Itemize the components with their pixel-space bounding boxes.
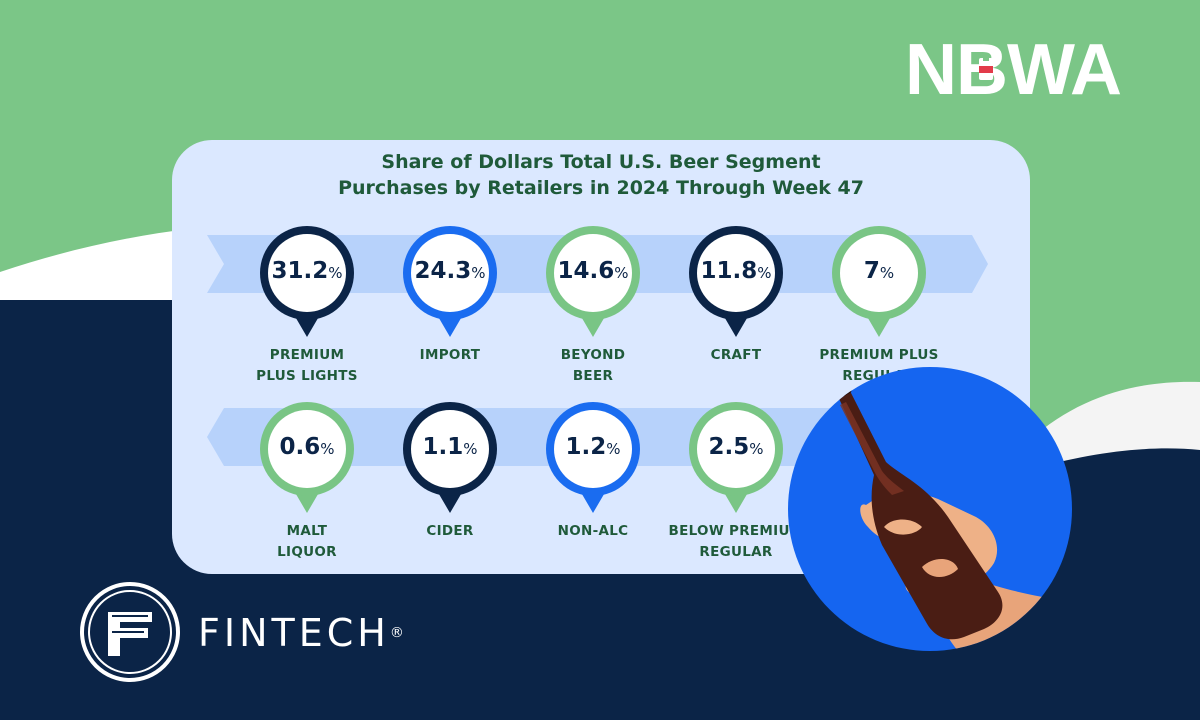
category-label-line2: PLUS LIGHTS: [256, 368, 358, 384]
chart-title-line1: Share of Dollars Total U.S. Beer Segment: [381, 151, 821, 173]
value-unit: %: [614, 264, 629, 282]
bottle-highlight: [840, 402, 904, 495]
data-marker-1-2: [546, 402, 640, 513]
category-label: BEYOND BEER: [518, 345, 668, 387]
chart-ribbons: [207, 226, 988, 513]
value-number: 14.6: [557, 258, 615, 284]
bottle-body: [836, 387, 1003, 640]
value-unit: %: [749, 440, 764, 458]
pin-face: [268, 234, 346, 312]
data-marker-0-1: [403, 226, 497, 337]
chart-title-line2: Purchases by Retailers in 2024 Through W…: [338, 177, 864, 199]
category-label: BELOW PREMIUM REGULAR: [661, 521, 811, 563]
beer-bottle-photo: [788, 367, 1072, 651]
category-label-line1: CIDER: [426, 523, 474, 539]
nbwa-logo-text: NBWA: [905, 30, 1122, 110]
chart-title: Share of Dollars Total U.S. Beer Segment…: [172, 149, 1030, 201]
data-marker-0-0: [260, 226, 354, 337]
value-number: 1.1: [422, 434, 464, 460]
pin-face: [411, 410, 489, 488]
category-label: CRAFT: [661, 345, 811, 366]
finger-shape: [922, 558, 958, 577]
pin-face: [697, 410, 775, 488]
value-number: 2.5: [708, 434, 750, 460]
value-unit: %: [879, 264, 895, 282]
category-label: IMPORT: [375, 345, 525, 366]
thumb-shape: [884, 519, 922, 535]
category-label-line1: PREMIUM: [269, 347, 345, 363]
category-label-line1: PREMIUM PLUS: [819, 347, 939, 363]
category-label: MALT LIQUOR: [232, 521, 382, 563]
data-marker-1-3: [689, 402, 783, 513]
value-label: 2.5%: [686, 434, 786, 460]
value-label: 1.2%: [543, 434, 643, 460]
data-marker-1-1: [403, 402, 497, 513]
value-number: 24.3: [414, 258, 472, 284]
category-label-line2: BEER: [572, 368, 614, 384]
data-marker-0-2: [546, 226, 640, 337]
pin-face: [697, 234, 775, 312]
bottle-cap: [828, 378, 852, 400]
category-label-line1: BELOW PREMIUM: [668, 523, 804, 539]
value-label: 1.1%: [400, 434, 500, 460]
pin-face: [554, 410, 632, 488]
data-marker-0-3: [689, 226, 783, 337]
value-label: 0.6%: [257, 434, 357, 460]
data-marker-1-0: [260, 402, 354, 513]
value-unit: %: [320, 440, 335, 458]
pin-face: [268, 410, 346, 488]
value-unit: %: [606, 440, 621, 458]
fintech-name: FINTECH: [198, 611, 390, 655]
category-label-line2: LIQUOR: [277, 544, 337, 560]
category-label: NON-ALC: [518, 521, 668, 542]
registered-mark: ®: [389, 625, 404, 641]
value-number: 11.8: [700, 258, 758, 284]
value-number: 31.2: [271, 258, 329, 284]
value-number: 1.2: [565, 434, 607, 460]
fintech-emblem-icon: [80, 582, 180, 682]
category-label: CIDER: [375, 521, 525, 542]
category-label: PREMIUM PLUS LIGHTS: [232, 345, 382, 387]
value-label: 31.2%: [257, 258, 357, 284]
can-icon: [979, 58, 993, 80]
category-label-line1: CRAFT: [710, 347, 762, 363]
beer-bottle-illustration: [828, 378, 1072, 651]
background-white-wave-right: [1030, 381, 1200, 470]
value-label: 7%: [829, 258, 929, 284]
pin-face: [554, 234, 632, 312]
fintech-wordmark: FINTECH®: [198, 611, 404, 655]
category-label-line1: NON-ALC: [557, 523, 629, 539]
value-unit: %: [757, 264, 772, 282]
nbwa-logo: NBWA: [905, 30, 1122, 110]
pin-face: [840, 234, 918, 312]
value-unit: %: [471, 264, 486, 282]
value-number: 0.6: [279, 434, 321, 460]
chart-card: Share of Dollars Total U.S. Beer Segment…: [172, 140, 1030, 574]
pin-face: [411, 234, 489, 312]
category-label-line1: MALT: [286, 523, 328, 539]
value-label: 14.6%: [543, 258, 643, 284]
category-label-line1: IMPORT: [419, 347, 481, 363]
category-label-line2: REGULAR: [699, 544, 773, 560]
value-number: 7: [863, 258, 880, 284]
category-label-line1: BEYOND: [560, 347, 626, 363]
value-unit: %: [463, 440, 478, 458]
value-label: 11.8%: [686, 258, 786, 284]
value-label: 24.3%: [400, 258, 500, 284]
data-marker-0-4: [832, 226, 926, 337]
value-unit: %: [328, 264, 343, 282]
